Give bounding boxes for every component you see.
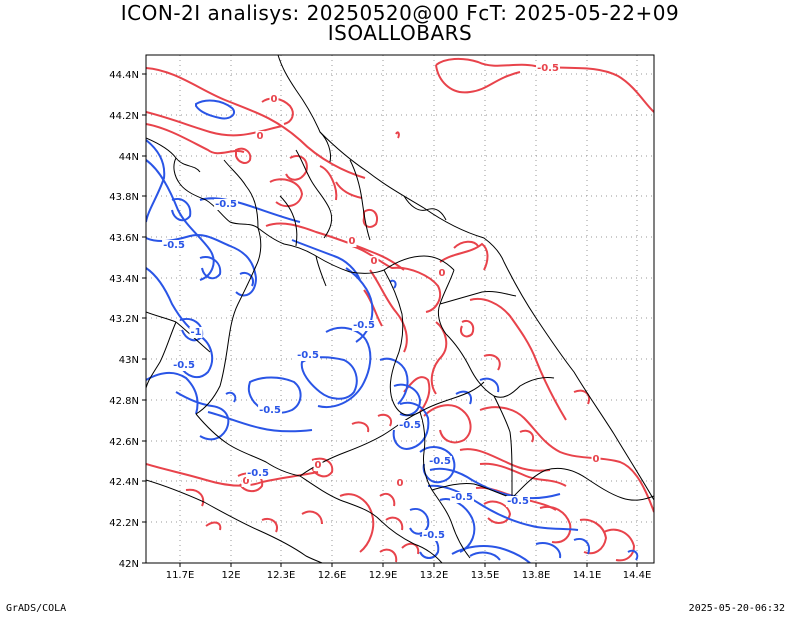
contour-label-blue: -0.5 — [423, 530, 445, 541]
x-tick-label: 11.7E — [166, 570, 195, 581]
y-tick-label: 42.2N — [109, 518, 139, 529]
x-tick-label: 12.9E — [369, 570, 398, 581]
contour-label-halo — [352, 320, 376, 331]
contour-label-halo — [313, 460, 323, 471]
contour-label-blue: -0.5 — [451, 492, 473, 503]
contour-label-halo — [241, 476, 251, 487]
contour-label-halo — [536, 63, 560, 74]
contour-label-red: 0 — [315, 460, 322, 471]
contour-label-halo — [437, 268, 447, 279]
contour-label-halo — [296, 350, 320, 361]
x-tick-label: 12.6E — [318, 570, 347, 581]
contour-label-halo — [162, 240, 186, 251]
axis-ticks — [142, 73, 638, 567]
contour-label-halo — [450, 492, 474, 503]
red-isallobar-contours — [146, 57, 654, 563]
contour-label-red: 0 — [397, 478, 404, 489]
y-tick-label: 42.6N — [109, 437, 139, 448]
contour-label-halo — [172, 360, 196, 371]
contour-label-halo — [395, 478, 405, 489]
contour-label-blue: -0.5 — [247, 468, 269, 479]
contour-label-halo — [255, 131, 265, 142]
contour-label-blue: -0.5 — [215, 199, 237, 210]
x-tick-label: 14.1E — [573, 570, 602, 581]
y-tick-label: 44.4N — [109, 70, 139, 81]
footer-timestamp: 2025-05-20-06:32 — [688, 603, 785, 614]
contour-label-halo — [258, 405, 282, 416]
contour-label-halo — [269, 94, 279, 105]
contour-label-halo — [398, 420, 422, 431]
map-title: ICON-2I analisys: 20250520@00 FcT: 2025-… — [120, 1, 680, 25]
x-tick-label: 12.3E — [267, 570, 296, 581]
contour-label-blue: -0.5 — [163, 240, 185, 251]
contour-label-red: 0 — [257, 131, 264, 142]
contour-label-halo — [591, 454, 601, 465]
contour-label-halo — [189, 327, 203, 338]
contour-label-red: 0 — [243, 476, 250, 487]
plot-frame — [145, 54, 655, 564]
contour-label-red: 0 — [349, 236, 356, 247]
y-tick-label: 42.8N — [109, 396, 139, 407]
footer-credit: GrADS/COLA — [6, 603, 67, 614]
contour-label-blue: -0.5 — [399, 420, 421, 431]
x-tick-label: 13.5E — [471, 570, 500, 581]
y-tick-label: 44N — [119, 152, 139, 163]
contour-label-halo — [422, 530, 446, 541]
contour-label-halo — [428, 456, 452, 467]
contour-label-halo — [506, 496, 530, 507]
x-tick-label: 12E — [221, 570, 240, 581]
y-tick-label: 43.8N — [109, 192, 139, 203]
contour-label-red: 0 — [593, 454, 600, 465]
contour-label-blue: -0.5 — [297, 350, 319, 361]
contour-label-blue: -0.5 — [353, 320, 375, 331]
contour-label-blue: -0.5 — [259, 405, 281, 416]
contour-label-red: 0 — [371, 256, 378, 267]
contour-label-red: -0.5 — [537, 63, 559, 74]
x-tick-label: 13.8E — [522, 570, 551, 581]
y-tick-label: 42N — [119, 559, 139, 570]
y-tick-label: 43.4N — [109, 274, 139, 285]
contour-label-red: 0 — [271, 94, 278, 105]
contour-label-blue: -0.5 — [173, 360, 195, 371]
y-tick-label: 43.6N — [109, 233, 139, 244]
contour-label-halo — [347, 236, 357, 247]
blue-isallobar-contours — [146, 99, 639, 563]
contour-label-red: 0 — [439, 268, 446, 279]
x-tick-label: 14.4E — [623, 570, 652, 581]
contour-label-halo — [369, 256, 379, 267]
y-tick-label: 43N — [119, 355, 139, 366]
contour-label-blue: -0.5 — [429, 456, 451, 467]
contour-label-halo — [214, 199, 238, 210]
map-subtitle: ISOALLOBARS — [327, 21, 473, 45]
contour-label-halo — [246, 468, 270, 479]
y-tick-label: 43.2N — [109, 314, 139, 325]
y-tick-label: 42.4N — [109, 477, 139, 488]
y-tick-label: 44.2N — [109, 111, 139, 122]
contour-label-blue: -1 — [190, 327, 201, 338]
x-tick-label: 13.2E — [420, 570, 449, 581]
contour-label-blue: -0.5 — [507, 496, 529, 507]
